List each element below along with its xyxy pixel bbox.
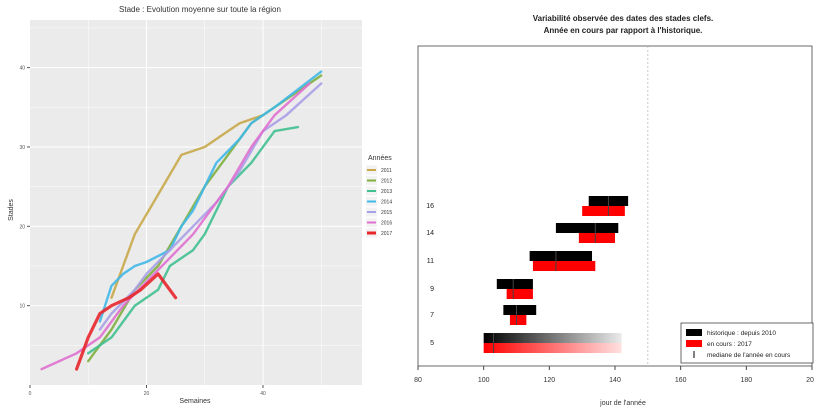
right-chart-title-line2: Année en cours par rapport à l'historiqu… bbox=[544, 26, 703, 35]
stage-label: 11 bbox=[427, 258, 434, 265]
stage-bars bbox=[483, 196, 629, 353]
grid-lines bbox=[30, 20, 362, 385]
historique-bar-stage-14 bbox=[555, 223, 619, 233]
series-line-2014 bbox=[98, 70, 323, 323]
x-tick-label: 120 bbox=[543, 377, 555, 384]
x-tick-label: 160 bbox=[675, 377, 687, 384]
y-tick-label: 20 bbox=[19, 224, 25, 230]
en-cours-bar-stage-11 bbox=[532, 261, 596, 271]
stage-evolution-svg: Stade : Evolution moyenne sur toute la r… bbox=[8, 5, 392, 405]
legend-label-1: en cours : 2017 bbox=[707, 341, 752, 348]
series-lines bbox=[40, 70, 323, 371]
y-tick-label: 30 bbox=[19, 145, 25, 151]
legend-label-2017: 2017 bbox=[381, 231, 392, 237]
right-chart-title-line1: Variabilité observée des dates des stade… bbox=[533, 14, 714, 23]
left-y-axis-label: Stades bbox=[8, 199, 15, 221]
y-tick-label: 10 bbox=[19, 304, 25, 310]
historique-bar-stage-5 bbox=[483, 333, 622, 343]
series-line-2016 bbox=[40, 82, 311, 371]
legend-box bbox=[680, 322, 814, 364]
x-tick-label: 200 bbox=[806, 377, 814, 384]
x-tick-label: 180 bbox=[740, 377, 752, 384]
y-tick-label: 40 bbox=[19, 66, 25, 72]
en-cours-bar-stage-5 bbox=[483, 343, 622, 353]
x-tick-label: 20 bbox=[144, 391, 150, 397]
historique-bar-stage-11 bbox=[529, 251, 593, 261]
historique-bar-stage-9 bbox=[496, 279, 533, 289]
series-line-2013 bbox=[87, 125, 300, 355]
left-x-axis-label: Semaines bbox=[179, 398, 211, 405]
legend-label-2014: 2014 bbox=[381, 200, 392, 206]
stage-label: 7 bbox=[430, 312, 434, 319]
right-x-axis-label: jour de l'année bbox=[599, 400, 646, 407]
en-cours-bar-stage-16 bbox=[582, 206, 625, 216]
legend-label-2011: 2011 bbox=[381, 168, 392, 174]
legend-label-2012: 2012 bbox=[381, 179, 392, 185]
en-cours-bar-stage-14 bbox=[578, 233, 615, 243]
legend: 2011 2012 2013 2014 2015 2016 2017 bbox=[366, 165, 392, 238]
legend-label-2015: 2015 bbox=[381, 210, 392, 216]
x-tick-label: 80 bbox=[414, 377, 422, 384]
stage-label: 16 bbox=[426, 203, 434, 210]
legend-key-1 bbox=[686, 340, 702, 347]
historique-bar-stage-7 bbox=[503, 305, 537, 315]
x-tick-label: 0 bbox=[29, 391, 32, 397]
en-cours-bar-stage-9 bbox=[506, 289, 533, 299]
x-tick-label: 100 bbox=[478, 377, 490, 384]
stage-date-variability-chart: Variabilité observée des dates des stade… bbox=[410, 0, 814, 411]
x-tick-label: 40 bbox=[260, 391, 266, 397]
legend: historique : depuis 2010 en cours : 2017 m… bbox=[680, 322, 814, 364]
stage-label: 9 bbox=[430, 286, 434, 293]
stage-evolution-chart: Stade : Evolution moyenne sur toute la r… bbox=[0, 0, 410, 411]
series-line-2017 bbox=[75, 272, 178, 371]
en-cours-bar-stage-7 bbox=[509, 315, 527, 325]
legend-label-2013: 2013 bbox=[381, 189, 392, 195]
x-tick-label: 140 bbox=[609, 377, 621, 384]
legend-key-0 bbox=[686, 329, 702, 336]
legend-label-2: mediane de l'année en cours bbox=[707, 352, 791, 359]
legend-label-0: historique : depuis 2010 bbox=[707, 330, 776, 337]
stage-label: 5 bbox=[430, 340, 434, 347]
legend-label-2016: 2016 bbox=[381, 221, 392, 227]
left-chart-title: Stade : Evolution moyenne sur toute la r… bbox=[119, 5, 281, 14]
stage-variability-svg: Variabilité observée des dates des stade… bbox=[414, 14, 814, 407]
series-line-2011 bbox=[110, 114, 265, 299]
legend-title: Années bbox=[368, 155, 392, 162]
stage-label: 14 bbox=[426, 230, 434, 237]
